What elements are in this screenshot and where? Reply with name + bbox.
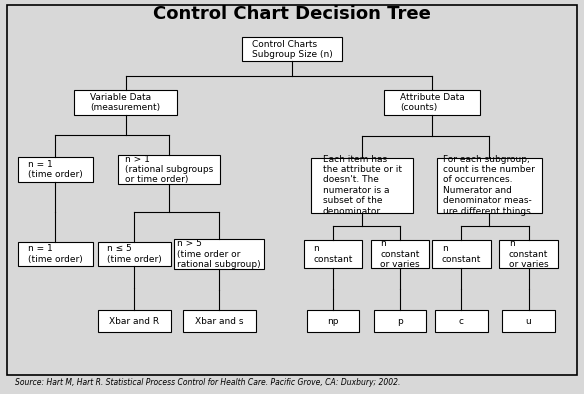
Text: Each item has
the attribute or it
doesn't. The
numerator is a
subset of the
deno: Each item has the attribute or it doesn'…: [322, 155, 402, 216]
FancyBboxPatch shape: [98, 310, 171, 332]
FancyBboxPatch shape: [182, 310, 256, 332]
FancyBboxPatch shape: [432, 240, 491, 268]
FancyBboxPatch shape: [304, 240, 362, 268]
FancyBboxPatch shape: [307, 310, 359, 332]
FancyBboxPatch shape: [502, 310, 555, 332]
Text: For each subgroup,
count is the number
of occurrences.
Numerator and
denominator: For each subgroup, count is the number o…: [443, 155, 536, 216]
FancyBboxPatch shape: [374, 310, 426, 332]
FancyBboxPatch shape: [371, 240, 429, 268]
Text: c: c: [459, 317, 464, 325]
FancyBboxPatch shape: [18, 242, 93, 266]
Text: n
constant
or varies: n constant or varies: [509, 239, 548, 269]
FancyBboxPatch shape: [242, 37, 342, 61]
FancyBboxPatch shape: [435, 310, 488, 332]
Text: n
constant
or varies: n constant or varies: [380, 239, 420, 269]
Text: Xbar and s: Xbar and s: [194, 317, 244, 325]
FancyBboxPatch shape: [18, 157, 93, 182]
FancyBboxPatch shape: [499, 240, 558, 268]
Text: u: u: [526, 317, 531, 325]
Text: n > 5
(time order or
rational subgroup): n > 5 (time order or rational subgroup): [177, 239, 261, 269]
Text: Control Chart Decision Tree: Control Chart Decision Tree: [153, 5, 431, 23]
Text: Attribute Data
(counts): Attribute Data (counts): [400, 93, 464, 112]
Text: p: p: [397, 317, 403, 325]
FancyBboxPatch shape: [98, 242, 171, 266]
Text: Variable Data
(measurement): Variable Data (measurement): [91, 93, 161, 112]
Text: Source: Hart M, Hart R. Statistical Process Control for Health Care. Pacific Gro: Source: Hart M, Hart R. Statistical Proc…: [15, 378, 400, 387]
FancyBboxPatch shape: [311, 158, 413, 213]
FancyBboxPatch shape: [118, 155, 220, 184]
Text: n
constant: n constant: [313, 244, 353, 264]
Text: n = 1
(time order): n = 1 (time order): [28, 160, 83, 179]
FancyBboxPatch shape: [437, 158, 542, 213]
Text: n = 1
(time order): n = 1 (time order): [28, 244, 83, 264]
Text: Control Charts
Subgroup Size (n): Control Charts Subgroup Size (n): [252, 39, 332, 59]
Text: Xbar and R: Xbar and R: [109, 317, 159, 325]
FancyBboxPatch shape: [173, 239, 264, 269]
FancyBboxPatch shape: [75, 90, 176, 115]
Text: n
constant: n constant: [442, 244, 481, 264]
Text: n > 1
(rational subgroups
or time order): n > 1 (rational subgroups or time order): [125, 154, 214, 184]
FancyBboxPatch shape: [384, 90, 480, 115]
Text: np: np: [327, 317, 339, 325]
Text: n ≤ 5
(time order): n ≤ 5 (time order): [107, 244, 162, 264]
